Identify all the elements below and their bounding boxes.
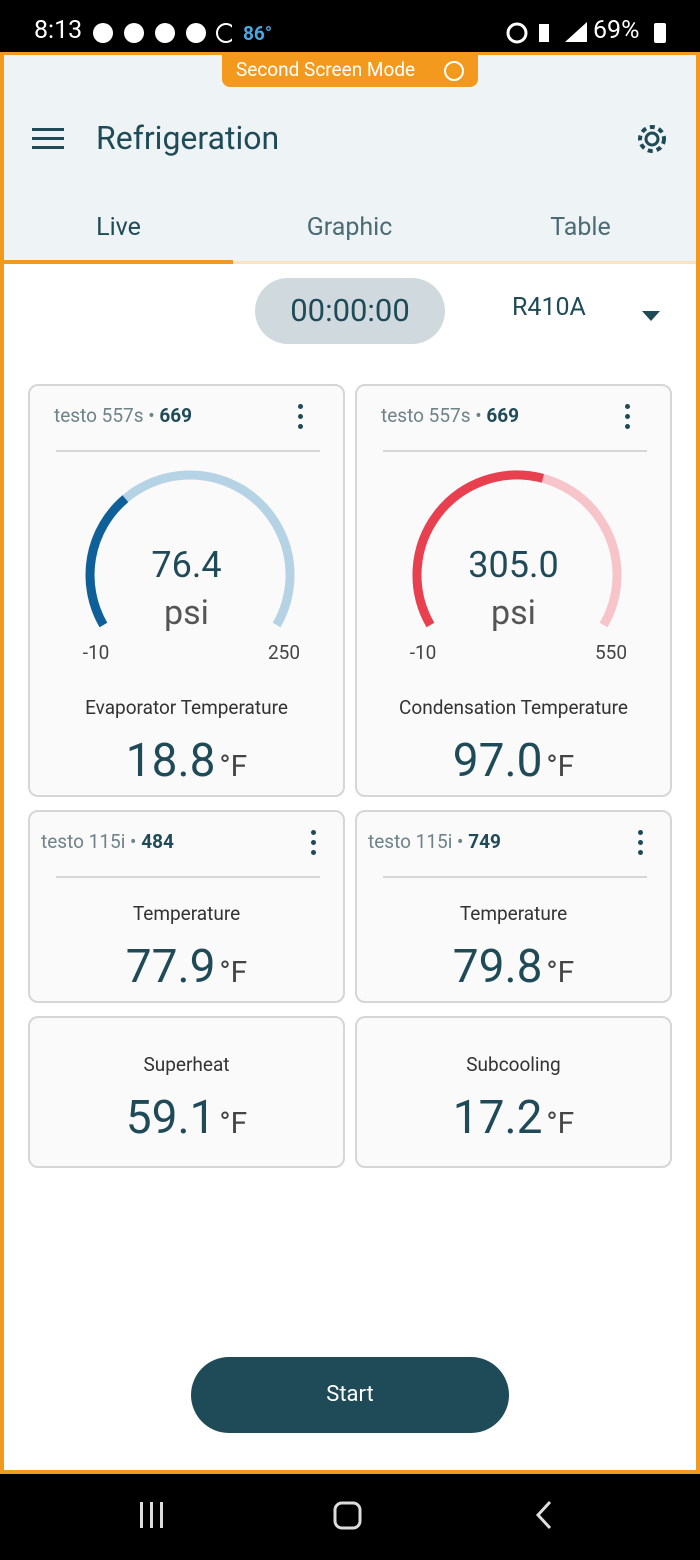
reading-unit: °F bbox=[219, 955, 248, 990]
notification-icons bbox=[92, 22, 236, 44]
reading: 77.9 °F bbox=[30, 940, 343, 994]
device-serial: 749 bbox=[468, 830, 501, 853]
gauge-unit: psi bbox=[164, 593, 209, 633]
gauge-card: testo 557s • 669 305.0 psi -10 550 Condensati… bbox=[355, 384, 672, 797]
menu-button[interactable] bbox=[32, 127, 64, 151]
gauge-max: 550 bbox=[594, 641, 628, 664]
battery-icon bbox=[654, 23, 666, 43]
tab[interactable]: Graphic bbox=[306, 213, 393, 242]
gauge-min: -10 bbox=[82, 641, 110, 664]
measurement-label: Condensation Temperature bbox=[399, 696, 628, 719]
device-label: testo 115i • 749 bbox=[368, 830, 501, 853]
device-name: testo 557s • bbox=[54, 404, 155, 427]
reading-value: 18.8 bbox=[125, 734, 216, 788]
second-screen-banner[interactable]: Second Screen Mode bbox=[222, 55, 478, 87]
reading-value: 79.8 bbox=[452, 940, 543, 994]
device-serial: 669 bbox=[486, 404, 520, 427]
cards: testo 557s • 669 76.4 psi -10 250 Evaporator … bbox=[4, 55, 696, 1355]
gauge-value: 76.4 bbox=[151, 544, 222, 586]
device-label: testo 557s • 669 bbox=[381, 404, 519, 427]
reading-value: 77.9 bbox=[125, 940, 216, 994]
device-name: testo 557s • bbox=[381, 404, 482, 427]
reading-unit: °F bbox=[546, 955, 575, 990]
start-button[interactable]: Start bbox=[191, 1357, 509, 1433]
reading-unit: °F bbox=[219, 749, 248, 784]
reading: 79.8 °F bbox=[357, 940, 670, 994]
more-menu[interactable] bbox=[298, 404, 303, 430]
reading-unit: °F bbox=[219, 1106, 248, 1141]
gauge-max: 250 bbox=[267, 641, 301, 664]
divider bbox=[383, 876, 647, 878]
tab-divider bbox=[4, 261, 696, 264]
weather-temp: 86° bbox=[243, 22, 273, 45]
gauge-value-arc bbox=[412, 470, 545, 628]
banner-text: Second Screen Mode bbox=[236, 58, 416, 81]
timer: 00:00:00 bbox=[255, 278, 445, 344]
nav-bar bbox=[0, 1474, 700, 1556]
gauge-min: -10 bbox=[409, 641, 437, 664]
divider bbox=[56, 876, 320, 878]
device-serial: 484 bbox=[141, 830, 174, 853]
gauge bbox=[412, 470, 622, 628]
refrigerant-select[interactable]: R410A bbox=[512, 293, 586, 322]
reading: 18.8 °F bbox=[30, 734, 343, 788]
measurement-label: Subcooling bbox=[466, 1053, 561, 1076]
device-serial: 669 bbox=[159, 404, 193, 427]
tab[interactable]: Table bbox=[550, 213, 611, 242]
gauge bbox=[85, 470, 295, 628]
calculated-card: Subcooling 17.2 °F bbox=[355, 1016, 672, 1168]
reading-value: 17.2 bbox=[452, 1091, 543, 1145]
measurement-label: Temperature bbox=[459, 902, 568, 925]
screen-title: Refrigeration bbox=[96, 119, 280, 157]
reading-value: 59.1 bbox=[125, 1091, 216, 1145]
divider bbox=[383, 450, 647, 452]
settings-button[interactable] bbox=[634, 121, 670, 157]
calculated-card: Superheat 59.1 °F bbox=[28, 1016, 345, 1168]
sensor-card: testo 115i • 484 Temperature 77.9 °F bbox=[28, 810, 345, 1003]
system-icons bbox=[505, 20, 590, 44]
more-menu[interactable] bbox=[625, 404, 630, 430]
gauge-card: testo 557s • 669 76.4 psi -10 250 Evaporator … bbox=[28, 384, 345, 797]
clock: 8:13 bbox=[34, 16, 83, 45]
reading-unit: °F bbox=[546, 1106, 575, 1141]
measurement-label: Temperature bbox=[132, 902, 241, 925]
device-name: testo 115i • bbox=[41, 830, 137, 853]
device-name: testo 115i • bbox=[368, 830, 464, 853]
battery-level: 69% bbox=[593, 16, 640, 45]
sensor-card: testo 115i • 749 Temperature 79.8 °F bbox=[355, 810, 672, 1003]
measurement-label: Superheat bbox=[143, 1053, 230, 1076]
gauge-value: 305.0 bbox=[468, 544, 559, 586]
tab-indicator bbox=[4, 260, 233, 264]
more-menu[interactable] bbox=[311, 830, 316, 856]
gauge-value-arc bbox=[85, 495, 129, 628]
reading: 59.1 °F bbox=[30, 1091, 343, 1145]
info-icon[interactable] bbox=[444, 61, 464, 81]
measurement-label: Evaporator Temperature bbox=[85, 696, 288, 719]
reading: 17.2 °F bbox=[357, 1091, 670, 1145]
device-label: testo 115i • 484 bbox=[41, 830, 174, 853]
gauge-unit: psi bbox=[491, 593, 536, 633]
app-header bbox=[4, 55, 696, 262]
app-frame: Second Screen Mode Refrigeration Live Gra… bbox=[0, 52, 700, 1474]
reading: 97.0 °F bbox=[357, 734, 670, 788]
reading-value: 97.0 bbox=[452, 734, 543, 788]
device-label: testo 557s • 669 bbox=[54, 404, 192, 427]
reading-unit: °F bbox=[546, 749, 575, 784]
divider bbox=[56, 450, 320, 452]
more-menu[interactable] bbox=[638, 830, 643, 856]
dropdown-arrow[interactable] bbox=[642, 306, 660, 321]
tab[interactable]: Live bbox=[96, 213, 141, 242]
tab-bar: Live Graphic Table bbox=[4, 205, 696, 263]
